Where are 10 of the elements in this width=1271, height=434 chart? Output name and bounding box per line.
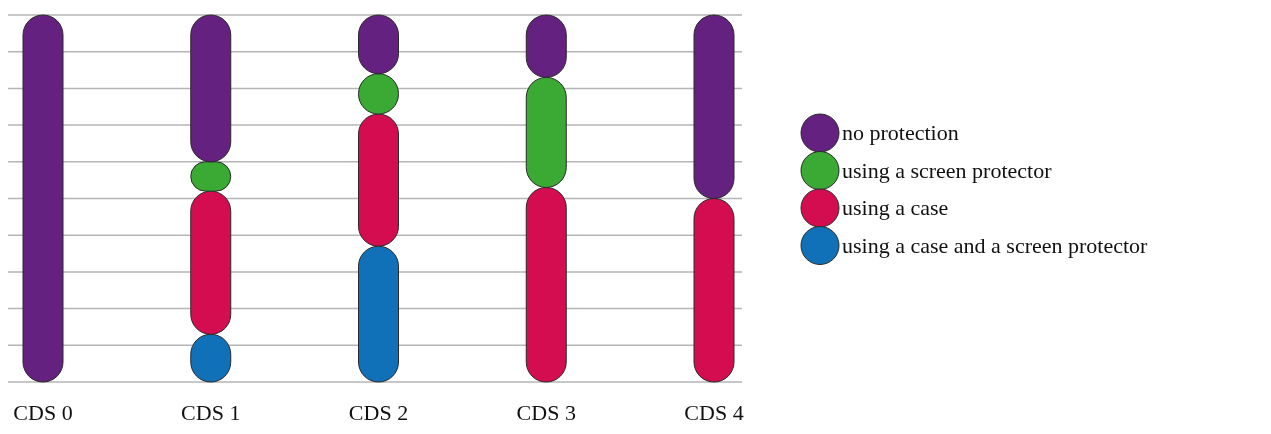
legend-label: using a screen protector bbox=[842, 157, 1053, 183]
x-tick-label: CDS 0 bbox=[13, 400, 73, 425]
legend-label: using a case and a screen protector bbox=[842, 232, 1149, 258]
x-tick-label: CDS 4 bbox=[684, 400, 744, 425]
x-tick-label: CDS 2 bbox=[348, 400, 409, 425]
bar bbox=[22, 14, 64, 383]
legend-label: using a case bbox=[842, 195, 949, 220]
x-tick-label: CDS 1 bbox=[181, 400, 241, 425]
x-tick-label: CDS 3 bbox=[516, 400, 576, 425]
legend-label: no protection bbox=[842, 120, 959, 145]
